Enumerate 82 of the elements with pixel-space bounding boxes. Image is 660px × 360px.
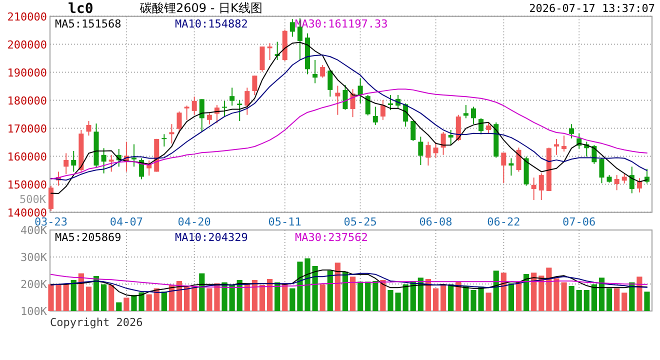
y-tick-label: 190000 bbox=[7, 66, 47, 80]
text: MA30:237562 bbox=[295, 231, 368, 244]
candlestick bbox=[433, 142, 438, 158]
y-tick-label: 300K bbox=[20, 251, 48, 264]
candlestick bbox=[629, 166, 634, 194]
x-tick-label: 04-20 bbox=[178, 215, 211, 228]
candlestick bbox=[486, 122, 492, 134]
candlestick bbox=[206, 112, 212, 125]
candlestick bbox=[380, 100, 386, 120]
candlestick bbox=[562, 135, 567, 152]
y-tick-label: 100K bbox=[20, 305, 48, 318]
text: 500K bbox=[20, 193, 46, 206]
candlestick bbox=[260, 46, 265, 72]
y-tick-label: 210000 bbox=[7, 10, 47, 24]
chart-title: 碳酸锂2609 - 日K线图 bbox=[139, 1, 262, 15]
candlestick bbox=[516, 147, 522, 172]
candlestick bbox=[169, 124, 174, 144]
candlestick bbox=[71, 150, 76, 172]
y-tick-label: 150000 bbox=[7, 178, 47, 192]
x-tick-label: 04-07 bbox=[110, 215, 144, 228]
text: MA5:205869 bbox=[55, 231, 122, 244]
text: MA5:151568 bbox=[55, 17, 122, 30]
candlestick bbox=[86, 120, 92, 136]
candlestick bbox=[199, 98, 204, 132]
candlestick bbox=[372, 106, 378, 126]
candlestick bbox=[328, 70, 333, 98]
candlestick bbox=[252, 75, 258, 96]
text: 2026-07-17 13:37:07 bbox=[529, 2, 655, 15]
line-series bbox=[50, 54, 648, 181]
candlestick bbox=[48, 185, 54, 212]
x-tick-label: 05-11 bbox=[268, 215, 302, 228]
candlestick bbox=[478, 118, 484, 135]
candlestick bbox=[64, 152, 69, 175]
candlestick bbox=[614, 174, 620, 191]
candlestick bbox=[290, 18, 295, 38]
candlestick bbox=[108, 154, 114, 172]
candlestick bbox=[365, 94, 370, 116]
candlestick bbox=[538, 172, 544, 200]
candlestick bbox=[237, 100, 242, 122]
y-tick-label: 400K bbox=[20, 224, 48, 237]
candlestick bbox=[418, 136, 424, 166]
candlestick bbox=[426, 141, 431, 166]
x-tick-label: 05-25 bbox=[344, 215, 377, 228]
candlestick bbox=[176, 111, 182, 134]
candlestick bbox=[470, 106, 476, 125]
candlestick bbox=[335, 85, 340, 116]
text: MA10:204329 bbox=[175, 231, 248, 244]
candlestick bbox=[244, 87, 250, 116]
candlestick bbox=[184, 105, 190, 120]
y-tick-label: 200000 bbox=[7, 38, 47, 52]
candlestick bbox=[342, 84, 348, 110]
candlestick bbox=[410, 120, 416, 142]
candlestick bbox=[440, 131, 446, 156]
candlestick bbox=[222, 100, 228, 118]
y-tick-label: 180000 bbox=[7, 94, 47, 108]
candlestick bbox=[456, 114, 461, 142]
y-tick-label: 160000 bbox=[7, 150, 47, 164]
candlestick bbox=[463, 104, 468, 119]
text: Copyright 2026 bbox=[50, 316, 143, 329]
candlestick bbox=[569, 124, 574, 139]
candlestick bbox=[358, 78, 363, 104]
candlestick bbox=[644, 168, 650, 184]
annotation: lc0 bbox=[68, 1, 94, 17]
candlestick bbox=[448, 129, 454, 146]
candlestick bbox=[192, 96, 197, 116]
candlestick bbox=[162, 134, 167, 147]
text: MA10:154882 bbox=[175, 17, 248, 30]
x-tick-label: 06-08 bbox=[419, 215, 452, 228]
y-tick-label: 170000 bbox=[7, 122, 47, 136]
candlestick bbox=[320, 64, 326, 78]
x-tick-label: 06-22 bbox=[487, 215, 520, 228]
candlestick bbox=[230, 87, 235, 106]
candlestick bbox=[622, 172, 627, 184]
y-tick-label: 200K bbox=[20, 278, 48, 291]
line-series bbox=[50, 274, 648, 288]
candlestick bbox=[131, 144, 136, 168]
candlestick bbox=[599, 158, 604, 184]
candlestick bbox=[501, 152, 506, 184]
candlestick bbox=[531, 177, 536, 200]
candlestick bbox=[312, 59, 318, 84]
x-tick-label: 07-06 bbox=[562, 215, 596, 228]
candlestick bbox=[101, 148, 106, 174]
